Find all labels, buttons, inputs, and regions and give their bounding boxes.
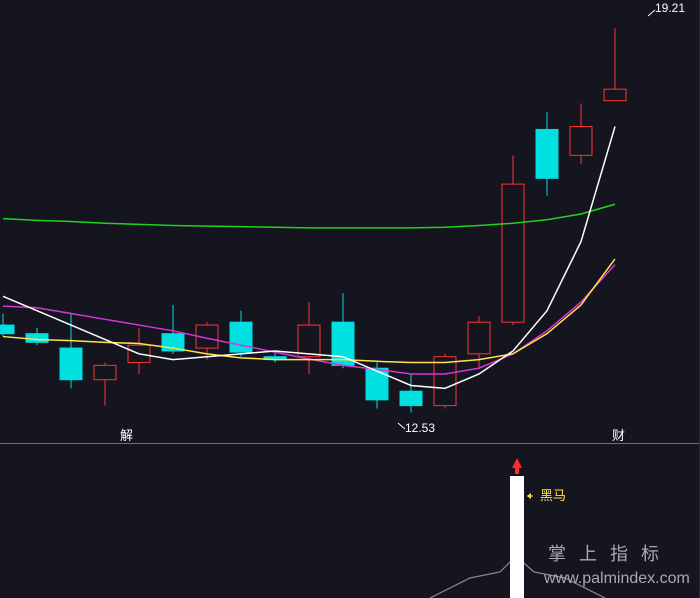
jie-label: 解	[120, 428, 133, 443]
heima-label: 黑马	[540, 488, 566, 503]
indicator-signal-bar	[510, 476, 524, 598]
chart-svg: 19.21 12.53 解 财黑马掌 上 指 标 www.palmindex.com	[0, 0, 700, 598]
watermark-title: 掌 上 指 标	[548, 544, 663, 564]
low-price-label: 12.53	[405, 421, 435, 435]
stock-chart: 19.21 12.53 解 财黑马掌 上 指 标 www.palmindex.com	[0, 0, 700, 598]
high-price-label: 19.21	[655, 1, 685, 15]
watermark-url: www.palmindex.com	[543, 570, 690, 587]
cai-label: 财	[612, 428, 625, 443]
